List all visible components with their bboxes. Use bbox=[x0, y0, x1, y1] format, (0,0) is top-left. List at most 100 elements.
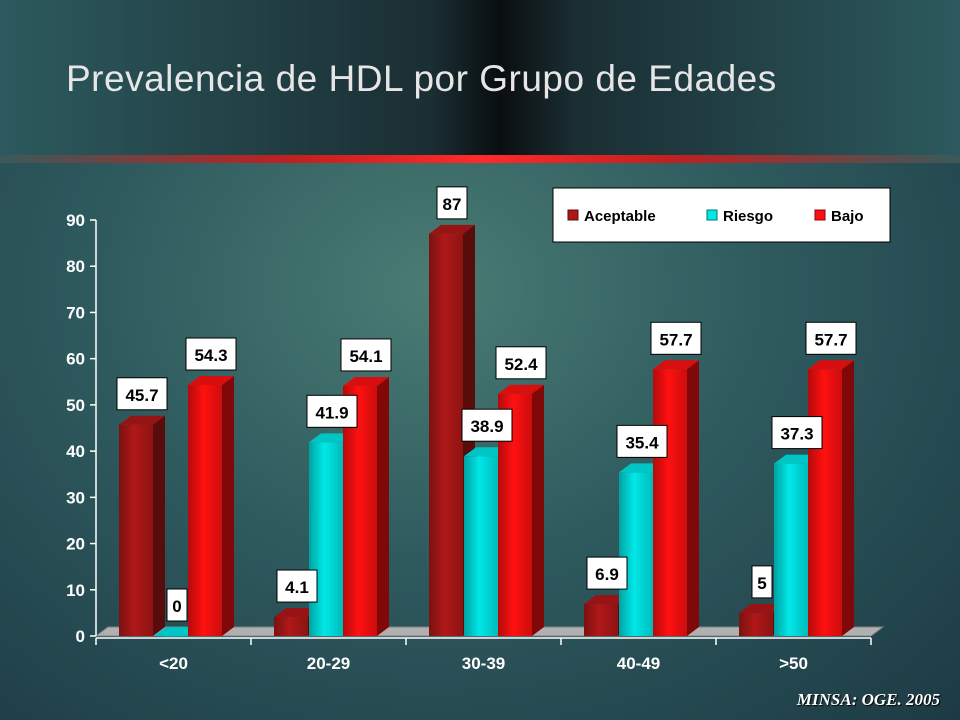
data-label-box bbox=[586, 556, 628, 590]
bar-front bbox=[464, 456, 498, 636]
y-tick-label: 20 bbox=[66, 535, 85, 554]
bar-top bbox=[653, 360, 699, 370]
data-label-text: 6.9 bbox=[595, 565, 619, 584]
bars bbox=[119, 224, 854, 637]
data-label-text: 54.1 bbox=[349, 347, 382, 366]
data-label-aceptable-0: 45.7 bbox=[116, 377, 168, 411]
data-label-riesgo-3: 35.4 bbox=[616, 424, 668, 458]
source-note: MINSA: OGE. 2005 bbox=[796, 690, 940, 709]
bar-top bbox=[188, 376, 234, 386]
bar-top bbox=[429, 224, 475, 234]
data-label-text: 54.3 bbox=[194, 346, 227, 365]
legend-label-bajo: Bajo bbox=[831, 208, 864, 225]
bar-side bbox=[687, 360, 699, 636]
data-label-bajo-0: 54.3 bbox=[185, 337, 237, 371]
data-label-text: 5 bbox=[757, 574, 766, 593]
data-label-box bbox=[771, 416, 823, 450]
bar-top bbox=[498, 384, 544, 394]
x-tick-label: 20-29 bbox=[307, 654, 350, 673]
bar-front bbox=[774, 463, 808, 636]
data-label-box bbox=[650, 321, 702, 355]
data-label-text: 38.9 bbox=[470, 417, 503, 436]
data-label-aceptable-1: 4.1 bbox=[276, 569, 318, 603]
y-tick-label: 0 bbox=[76, 627, 85, 646]
header-red-rule bbox=[0, 155, 960, 163]
data-label-box bbox=[116, 377, 168, 411]
data-label-bajo-3: 57.7 bbox=[650, 321, 702, 355]
x-tick-label: 30-39 bbox=[462, 654, 505, 673]
data-label-aceptable-2: 87 bbox=[436, 186, 468, 220]
data-label-box bbox=[306, 394, 358, 428]
bar-side bbox=[532, 384, 544, 636]
bar-side bbox=[377, 376, 389, 636]
data-label-text: 57.7 bbox=[814, 330, 847, 349]
bar-front bbox=[154, 636, 188, 637]
slide-title: Prevalencia de HDL por Grupo de Edades bbox=[66, 58, 777, 99]
bar-aceptable-0 bbox=[119, 415, 165, 636]
legend-swatch-aceptable bbox=[567, 209, 579, 221]
data-label-box bbox=[616, 424, 668, 458]
data-label-text: 4.1 bbox=[285, 578, 309, 597]
y-axis: 0 10 20 30 40 50 60 70 80 90 bbox=[66, 211, 97, 646]
y-tick-label: 10 bbox=[66, 581, 85, 600]
bar-bajo-0 bbox=[188, 376, 234, 636]
bar-front bbox=[429, 233, 463, 636]
y-tick-label: 40 bbox=[66, 442, 85, 461]
data-label-aceptable-4: 5 bbox=[751, 565, 773, 599]
legend-box bbox=[552, 187, 891, 243]
bar-top bbox=[739, 603, 785, 613]
data-label-riesgo-1: 41.9 bbox=[306, 394, 358, 428]
x-tick-label: >50 bbox=[779, 654, 808, 673]
y-tick-label: 80 bbox=[66, 257, 85, 276]
data-label-bajo-1: 54.1 bbox=[340, 338, 392, 372]
legend-label-aceptable: Aceptable bbox=[584, 208, 656, 225]
legend-label-riesgo: Riesgo bbox=[723, 208, 773, 225]
bar-front bbox=[584, 604, 618, 636]
data-label-text: 41.9 bbox=[315, 403, 348, 422]
bar-front bbox=[739, 612, 773, 636]
data-label-box bbox=[751, 565, 773, 599]
data-label-bajo-2: 52.4 bbox=[495, 346, 547, 380]
y-tick-label: 50 bbox=[66, 396, 85, 415]
data-label-box bbox=[185, 337, 237, 371]
data-label-box bbox=[276, 569, 318, 603]
y-tick-label: 70 bbox=[66, 303, 85, 322]
legend: Aceptable Riesgo Bajo bbox=[552, 187, 891, 243]
data-label-box bbox=[436, 186, 468, 220]
data-label-bajo-4: 57.7 bbox=[805, 321, 857, 355]
data-label-box bbox=[340, 338, 392, 372]
data-labels: 45.7 4.1 87 6.9 5 0 41.9 38.9 35.4 37.3 54.3 54.1 52… bbox=[116, 186, 857, 622]
bar-top bbox=[584, 595, 630, 605]
bar-bajo-3 bbox=[653, 360, 699, 636]
bar-front bbox=[309, 442, 343, 636]
data-label-text: 57.7 bbox=[659, 330, 692, 349]
data-label-aceptable-3: 6.9 bbox=[586, 556, 628, 590]
data-label-text: 37.3 bbox=[780, 425, 813, 444]
x-tick-label: <20 bbox=[159, 654, 188, 673]
bar-front bbox=[119, 424, 153, 636]
bar-side bbox=[153, 415, 165, 636]
bar-top bbox=[274, 608, 320, 618]
bar-front bbox=[274, 617, 308, 636]
data-label-riesgo-0: 0 bbox=[166, 588, 188, 622]
bar-top bbox=[119, 415, 165, 425]
header-band bbox=[0, 0, 960, 158]
data-label-text: 35.4 bbox=[625, 433, 659, 452]
data-label-riesgo-2: 38.9 bbox=[461, 408, 513, 442]
data-label-riesgo-4: 37.3 bbox=[771, 416, 823, 450]
bar-side bbox=[222, 376, 234, 636]
x-tick-label: 40-49 bbox=[617, 654, 660, 673]
bar-top bbox=[343, 376, 389, 386]
bar-top bbox=[808, 360, 854, 370]
data-label-text: 0 bbox=[172, 597, 181, 616]
y-tick-label: 60 bbox=[66, 350, 85, 369]
legend-swatch-bajo bbox=[814, 209, 826, 221]
data-label-box bbox=[461, 408, 513, 442]
bar-front bbox=[808, 369, 842, 636]
x-axis: <20 20-29 30-39 40-49 >50 bbox=[95, 637, 872, 673]
y-tick-label: 30 bbox=[66, 488, 85, 507]
data-label-box bbox=[495, 346, 547, 380]
legend-swatch-riesgo bbox=[706, 209, 718, 221]
data-label-text: 87 bbox=[443, 195, 462, 214]
data-label-text: 45.7 bbox=[125, 386, 158, 405]
